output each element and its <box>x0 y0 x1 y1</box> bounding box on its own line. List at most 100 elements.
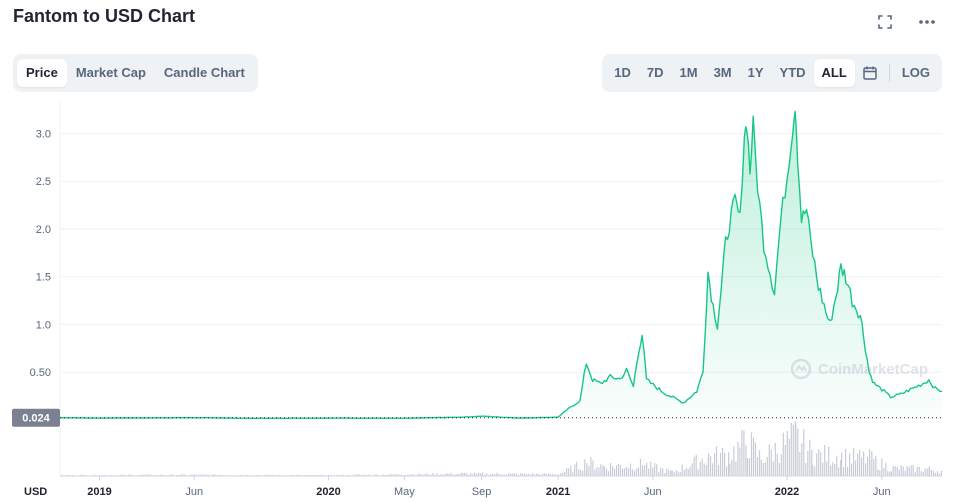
volume-bar <box>588 466 590 476</box>
volume-bar <box>691 463 693 476</box>
volume-bar <box>853 447 855 476</box>
volume-bar <box>930 469 932 476</box>
volume-bar <box>908 466 910 476</box>
watermark: CoinMarketCap <box>790 358 928 380</box>
range-1y-button[interactable]: 1Y <box>747 65 764 80</box>
volume-bar <box>416 474 418 476</box>
volume-bar <box>316 474 318 476</box>
header-actions <box>875 12 937 32</box>
volume-bar <box>603 466 606 476</box>
volume-bar <box>924 468 926 476</box>
volume-bar <box>902 466 904 476</box>
volume-bar <box>750 432 753 476</box>
volume-bar <box>552 473 554 476</box>
volume-bar <box>896 466 898 476</box>
range-all-button[interactable]: ALL <box>813 59 855 87</box>
volume-bar <box>444 473 446 476</box>
volume-bar <box>442 474 444 476</box>
volume-bar <box>758 450 761 476</box>
volume-bar <box>308 474 310 476</box>
volume-bar <box>510 473 512 476</box>
volume-bar <box>609 463 612 476</box>
volume-bar <box>695 454 697 476</box>
volume-bar <box>418 473 420 476</box>
x-tick-label: Sep <box>472 486 492 498</box>
volume-bar <box>904 470 906 476</box>
volume-bar <box>296 474 298 476</box>
volume-bar <box>650 461 652 476</box>
volume-bar <box>362 474 364 476</box>
volume-bar <box>728 452 730 476</box>
volume-bar <box>392 474 394 476</box>
volume-bar <box>722 447 724 476</box>
tab-price[interactable]: Price <box>17 59 67 87</box>
volume-bar <box>857 453 859 476</box>
volume-bar <box>582 470 584 476</box>
range-7d-button[interactable]: 7D <box>646 65 664 80</box>
range-selector: 1D 7D 1M 3M 1Y YTD ALL LOG <box>602 54 942 92</box>
volume-bar <box>859 449 861 476</box>
volume-bar <box>726 466 728 476</box>
volume-bar <box>212 474 214 476</box>
volume-bar <box>568 468 570 476</box>
volume-bar <box>898 469 900 476</box>
volume-bar <box>637 467 640 476</box>
volume-bar <box>892 466 894 476</box>
tab-market-cap[interactable]: Market Cap <box>75 65 146 80</box>
volume-bar <box>148 474 150 476</box>
volume-bar <box>795 424 797 476</box>
volume-bar <box>534 474 536 476</box>
volume-bar <box>498 473 500 476</box>
range-1m-button[interactable]: 1M <box>679 65 698 80</box>
volume-bar <box>855 460 857 476</box>
volume-bar <box>592 460 594 476</box>
volume-bar <box>120 474 122 476</box>
watermark-text: CoinMarketCap <box>818 360 929 378</box>
log-scale-button[interactable]: LOG <box>901 65 930 80</box>
volume-bar <box>784 444 786 476</box>
volume-bar <box>150 474 152 476</box>
volume-bar <box>885 463 887 476</box>
volume-bar <box>142 474 144 476</box>
volume-bar <box>786 430 788 476</box>
volume-bar <box>778 463 780 476</box>
volume-bar <box>256 474 258 476</box>
volume-bar <box>500 474 502 476</box>
volume-bar <box>703 463 705 476</box>
volume-bar <box>845 448 847 476</box>
volume-bar <box>826 461 828 476</box>
range-1d-button[interactable]: 1D <box>614 65 631 80</box>
volume-bar <box>873 459 875 476</box>
volume-bar <box>906 466 908 476</box>
volume-bar <box>486 473 488 476</box>
volume-bar <box>631 469 634 476</box>
volume-bar <box>398 474 400 476</box>
volume-bar <box>683 469 685 476</box>
fullscreen-icon[interactable] <box>875 12 895 32</box>
range-ytd-button[interactable]: YTD <box>779 65 806 80</box>
volume-bar <box>358 474 360 476</box>
volume-bar <box>820 452 822 476</box>
volume-bar <box>536 473 538 476</box>
x-tick-label: 2022 <box>775 486 799 498</box>
volume-bar <box>762 463 764 476</box>
volume-bar <box>202 474 204 476</box>
volume-bar <box>662 468 664 476</box>
tab-candle-chart[interactable]: Candle Chart <box>163 65 245 80</box>
volume-bar <box>494 474 496 476</box>
x-tick-label: 2021 <box>546 486 570 498</box>
more-icon[interactable] <box>917 12 937 32</box>
volume-bar <box>834 464 836 476</box>
volume-bar <box>386 474 388 476</box>
volume-bar <box>144 474 146 476</box>
volume-bar <box>330 474 332 476</box>
volume-bar <box>200 474 202 476</box>
volume-bar <box>130 474 132 476</box>
calendar-icon[interactable] <box>855 59 885 87</box>
volume-bar <box>264 474 266 476</box>
volume-bar <box>666 468 668 476</box>
volume-bar <box>390 473 392 476</box>
volume-bar <box>94 474 96 476</box>
range-3m-button[interactable]: 3M <box>713 65 732 80</box>
volume-bar <box>840 460 842 476</box>
